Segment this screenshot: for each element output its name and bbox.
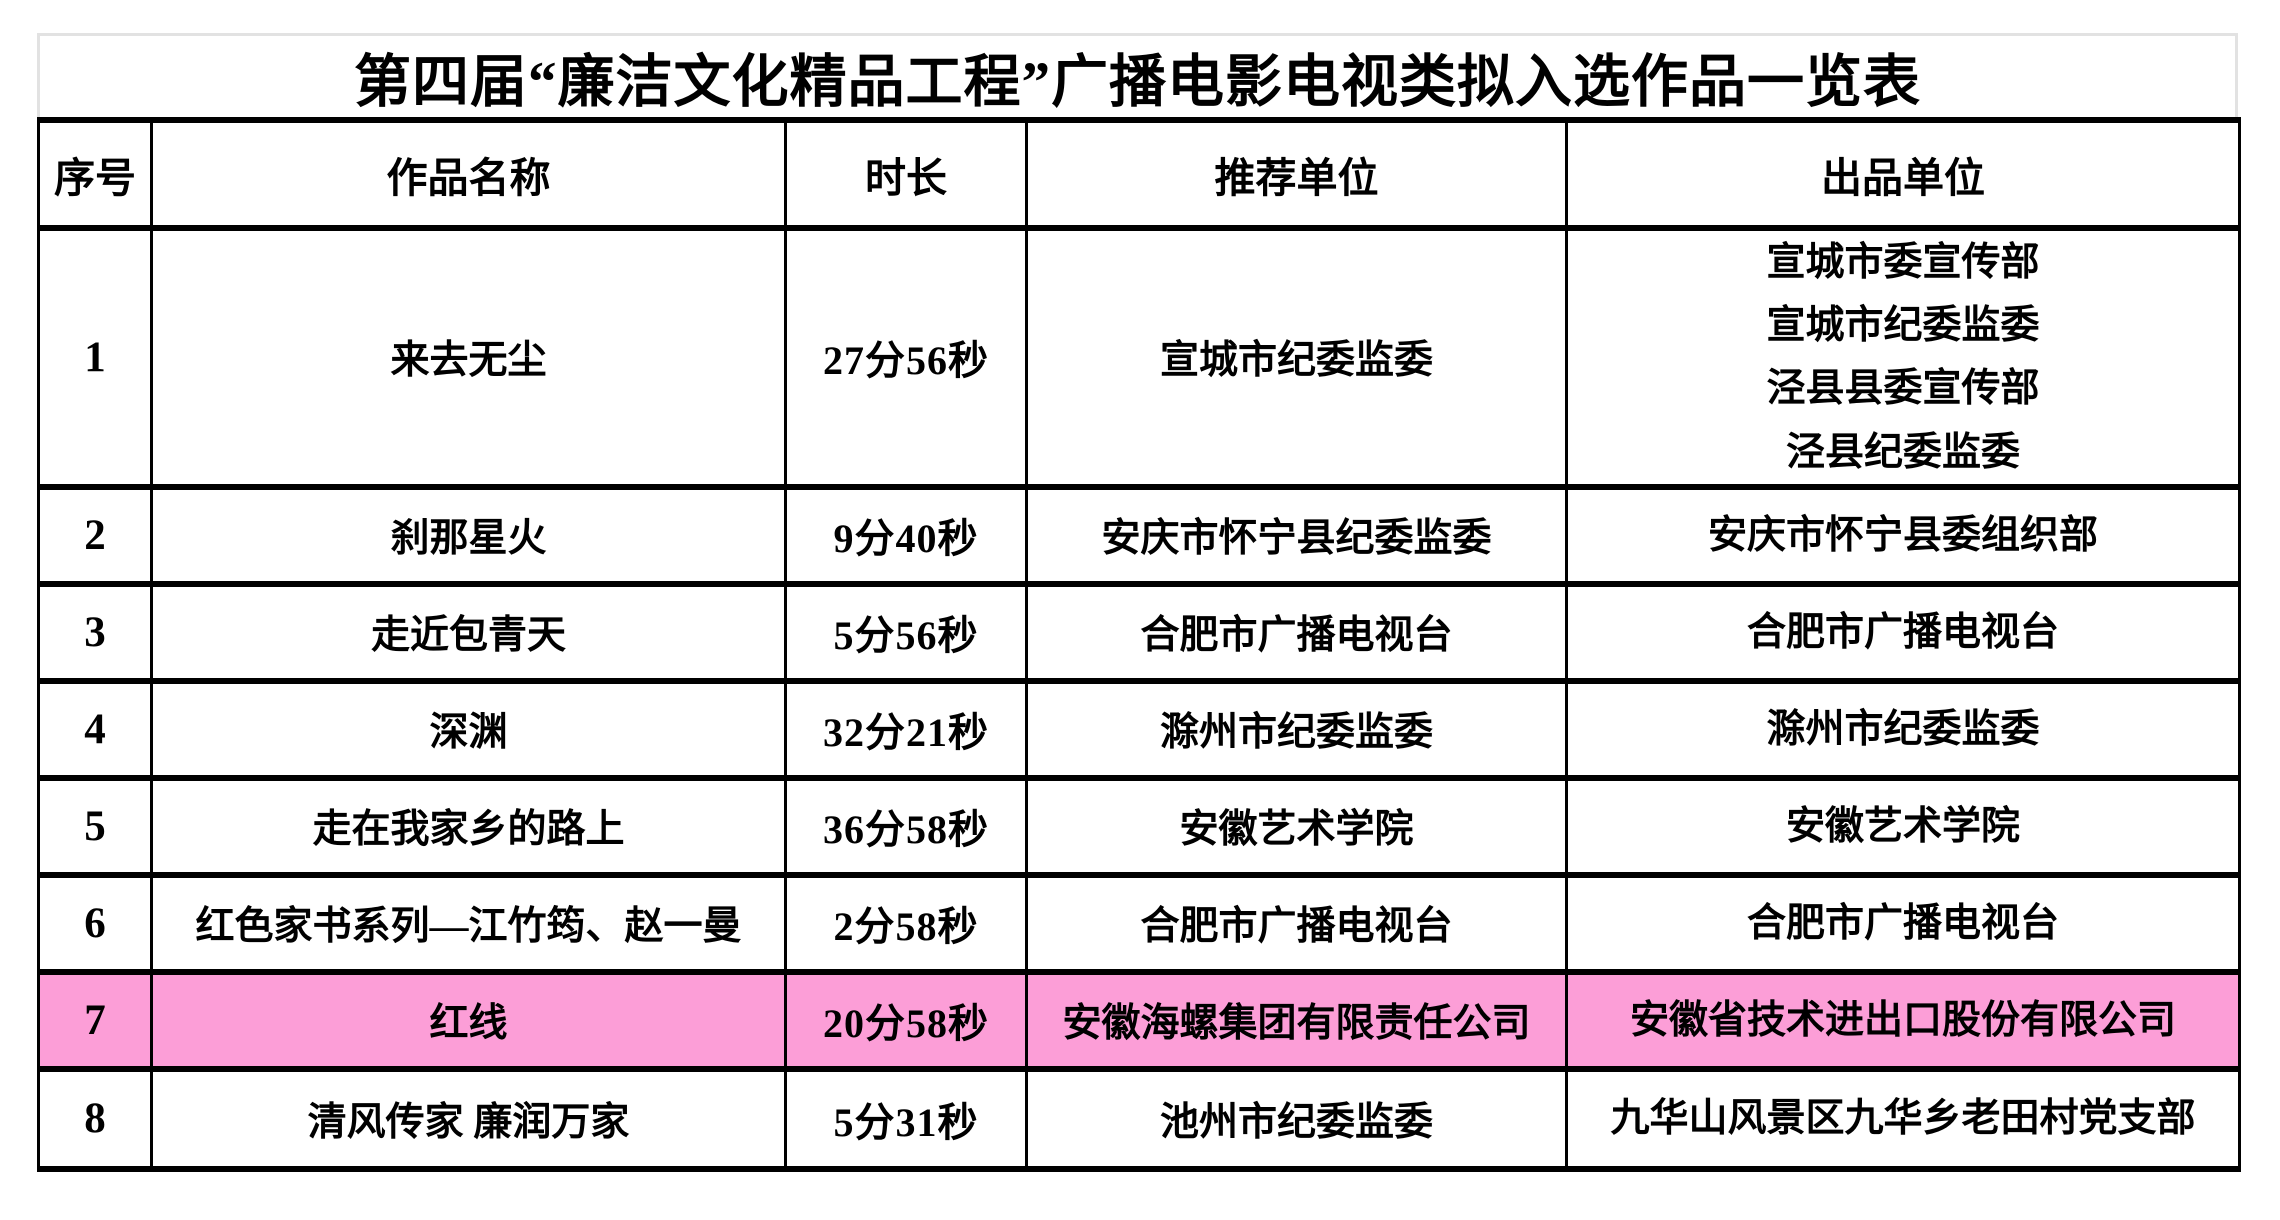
cell-work-name: 走在我家乡的路上: [150, 774, 787, 878]
cell-recommender: 宣城市纪委监委: [1025, 225, 1568, 490]
table-row-5: 5 走在我家乡的路上 36分58秒 安徽艺术学院 安徽艺术学院: [37, 774, 2241, 878]
cell-recommender: 安庆市怀宁县纪委监委: [1025, 483, 1568, 587]
cell-no: 1: [37, 225, 153, 490]
table-row-6: 6 红色家书系列—江竹筠、赵一曼 2分58秒 合肥市广播电视台 合肥市广播电视台: [37, 871, 2241, 975]
cell-recommender: 安徽海螺集团有限责任公司: [1025, 968, 1568, 1072]
cell-no: 3: [37, 580, 153, 684]
cell-no: 6: [37, 871, 153, 975]
cell-producer: 安徽艺术学院: [1565, 774, 2241, 878]
works-table: 序号 作品名称 时长 推荐单位 出品单位 1 来去无尘 27分56秒 宣城市纪委…: [37, 117, 2241, 1172]
cell-recommender: 池州市纪委监委: [1025, 1065, 1568, 1172]
table-row-4: 4 深渊 32分21秒 滁州市纪委监委 滁州市纪委监委: [37, 677, 2241, 781]
cell-producer: 宣城市委宣传部 宣城市纪委监委 泾县县委宣传部 泾县纪委监委: [1565, 225, 2241, 490]
col-header-recommender: 推荐单位: [1025, 117, 1568, 231]
cell-no: 7: [37, 968, 153, 1072]
table-row-3: 3 走近包青天 5分56秒 合肥市广播电视台 合肥市广播电视台: [37, 580, 2241, 684]
cell-work-name: 红线: [150, 968, 787, 1072]
cell-no: 4: [37, 677, 153, 781]
cell-duration: 9分40秒: [784, 483, 1028, 587]
col-header-duration: 时长: [784, 117, 1028, 231]
cell-no: 2: [37, 483, 153, 587]
cell-recommender: 滁州市纪委监委: [1025, 677, 1568, 781]
cell-duration: 5分56秒: [784, 580, 1028, 684]
cell-duration: 36分58秒: [784, 774, 1028, 878]
cell-producer: 九华山风景区九华乡老田村党支部: [1565, 1065, 2241, 1172]
cell-no: 8: [37, 1065, 153, 1172]
cell-duration: 5分31秒: [784, 1065, 1028, 1172]
cell-producer: 滁州市纪委监委: [1565, 677, 2241, 781]
cell-producer: 合肥市广播电视台: [1565, 580, 2241, 684]
cell-work-name: 走近包青天: [150, 580, 787, 684]
cell-producer: 合肥市广播电视台: [1565, 871, 2241, 975]
cell-work-name: 刹那星火: [150, 483, 787, 587]
table-row-8: 8 清风传家 廉润万家 5分31秒 池州市纪委监委 九华山风景区九华乡老田村党支…: [37, 1065, 2241, 1172]
cell-no: 5: [37, 774, 153, 878]
cell-duration: 2分58秒: [784, 871, 1028, 975]
table-container: 第四届“廉洁文化精品工程”广播电影电视类拟入选作品一览表 序号 作品名称 时长 …: [37, 33, 2241, 1172]
cell-recommender: 合肥市广播电视台: [1025, 580, 1568, 684]
cell-recommender: 合肥市广播电视台: [1025, 871, 1568, 975]
cell-recommender: 安徽艺术学院: [1025, 774, 1568, 878]
col-header-producer: 出品单位: [1565, 117, 2241, 231]
header-row: 序号 作品名称 时长 推荐单位 出品单位: [37, 117, 2241, 231]
cell-work-name: 清风传家 廉润万家: [150, 1065, 787, 1172]
col-header-no: 序号: [37, 117, 153, 231]
table-title: 第四届“廉洁文化精品工程”广播电影电视类拟入选作品一览表: [37, 33, 2238, 117]
cell-producer: 安徽省技术进出口股份有限公司: [1565, 968, 2241, 1072]
table-row-2: 2 刹那星火 9分40秒 安庆市怀宁县纪委监委 安庆市怀宁县委组织部: [37, 483, 2241, 587]
table-row-7-highlighted: 7 红线 20分58秒 安徽海螺集团有限责任公司 安徽省技术进出口股份有限公司: [37, 968, 2241, 1072]
cell-duration: 32分21秒: [784, 677, 1028, 781]
cell-work-name: 红色家书系列—江竹筠、赵一曼: [150, 871, 787, 975]
cell-work-name: 深渊: [150, 677, 787, 781]
table-row-1: 1 来去无尘 27分56秒 宣城市纪委监委 宣城市委宣传部 宣城市纪委监委 泾县…: [37, 225, 2241, 490]
cell-work-name: 来去无尘: [150, 225, 787, 490]
col-header-work-name: 作品名称: [150, 117, 787, 231]
cell-duration: 27分56秒: [784, 225, 1028, 490]
cell-duration: 20分58秒: [784, 968, 1028, 1072]
cell-producer: 安庆市怀宁县委组织部: [1565, 483, 2241, 587]
